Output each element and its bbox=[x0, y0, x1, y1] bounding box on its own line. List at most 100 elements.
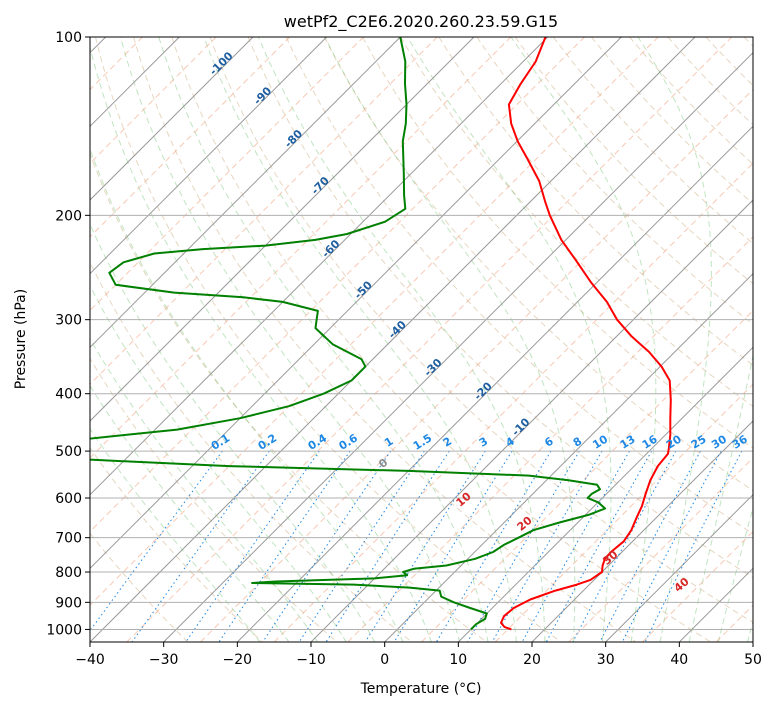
mixing-ratio-line bbox=[491, 450, 603, 642]
isotherm-guide-line bbox=[90, 37, 364, 312]
dry-adiabat-line bbox=[90, 357, 338, 642]
isotherm-line bbox=[90, 37, 475, 422]
dry-adiabat-line bbox=[552, 37, 753, 245]
moist-adiabat-line bbox=[90, 223, 376, 642]
y-tick-label: 1000 bbox=[46, 622, 82, 638]
x-axis-ticks: −40 −30 −20 −10 0 10 20 30 40 50 bbox=[75, 642, 762, 668]
y-tick-label: 400 bbox=[55, 387, 82, 403]
isotherm-line bbox=[678, 567, 753, 642]
mixing-ratio-line bbox=[621, 450, 722, 642]
isotherm-label: -70 bbox=[309, 174, 332, 197]
isotherm-line bbox=[163, 51, 753, 642]
isotherm-label: -50 bbox=[352, 278, 375, 301]
moist-adiabat-line bbox=[688, 353, 753, 642]
isotherm-guide-line bbox=[90, 37, 585, 533]
mixing-ratio-label: 30 bbox=[709, 432, 729, 451]
y-tick-label: 200 bbox=[55, 208, 82, 224]
y-tick-label: 600 bbox=[55, 491, 82, 507]
x-tick-label: 0 bbox=[380, 652, 389, 668]
mixing-ratio-label: 1.5 bbox=[411, 431, 434, 452]
mixing-ratio-label: 2 bbox=[441, 435, 454, 450]
x-axis-label: Temperature (°C) bbox=[360, 681, 482, 697]
mixing-ratio-line bbox=[599, 450, 701, 642]
mixing-ratio-label: 36 bbox=[730, 432, 750, 451]
mixing-ratio-line bbox=[545, 450, 653, 642]
moist-adiabat-line bbox=[90, 45, 432, 642]
dry-adiabat-line bbox=[90, 261, 413, 642]
temperature-profile bbox=[500, 37, 672, 631]
mixing-ratio-label: 13 bbox=[618, 433, 638, 452]
isotherm-guide-line bbox=[90, 37, 217, 164]
mixing-ratio-line bbox=[131, 450, 270, 642]
dry-adiabat-line bbox=[285, 37, 753, 535]
mixing-ratio-line bbox=[435, 450, 552, 642]
mixing-ratio-line bbox=[467, 450, 580, 642]
isotherm-guide-line bbox=[494, 383, 753, 642]
y-tick-label: 700 bbox=[55, 531, 82, 547]
mixing-ratio-label: 6 bbox=[542, 434, 556, 449]
x-tick-label: −20 bbox=[223, 652, 253, 668]
x-tick-label: −40 bbox=[75, 652, 105, 668]
dry-adiabat-line bbox=[400, 37, 753, 408]
dry-adiabat-line bbox=[90, 446, 263, 642]
isotherm-guide-line bbox=[642, 530, 753, 642]
mixing-ratio-label: 8 bbox=[571, 435, 584, 450]
isotherm-line bbox=[90, 37, 696, 642]
isotherm-guide-line bbox=[90, 37, 438, 385]
isotherm-line bbox=[457, 346, 753, 642]
mixing-ratio-lines bbox=[90, 450, 743, 642]
y-axis-ticks: 100 200 300 400 500 600 700 800 900 1000 bbox=[46, 30, 90, 638]
mixing-ratio-line bbox=[262, 450, 392, 642]
isotherm-label: -60 bbox=[319, 237, 342, 260]
isotherm-line bbox=[90, 37, 254, 201]
moist-adiabat-line bbox=[637, 37, 712, 642]
y-tick-label: 800 bbox=[55, 565, 82, 581]
isotherm-label: -30 bbox=[421, 356, 444, 379]
isotherm-label: -20 bbox=[472, 379, 495, 402]
dry-adiabat-line bbox=[362, 37, 753, 449]
isotherm-line bbox=[531, 420, 753, 642]
x-tick-label: 20 bbox=[523, 652, 541, 668]
mixing-ratio-line bbox=[218, 450, 351, 642]
dry-adiabat-line bbox=[667, 37, 753, 126]
dry-adiabat-line bbox=[705, 37, 753, 87]
dry-adiabat-line bbox=[591, 37, 753, 205]
dry-adiabat-line bbox=[95, 37, 562, 642]
isotherm-guide-line bbox=[0, 37, 69, 642]
isotherm-line bbox=[384, 272, 753, 642]
isobar-gridlines bbox=[90, 37, 753, 630]
mixing-ratio-line bbox=[644, 450, 743, 642]
isotherm-label: -80 bbox=[282, 127, 305, 150]
isotherm-line bbox=[90, 37, 622, 570]
isotherm-guide-line bbox=[90, 37, 512, 459]
dry-adiabat-line bbox=[438, 37, 753, 366]
moist-adiabat-line bbox=[158, 37, 489, 642]
isotherm-guide-line bbox=[273, 162, 753, 642]
isotherm-guide-line bbox=[347, 236, 753, 642]
y-tick-label: 300 bbox=[55, 313, 82, 329]
dry-adiabat-line bbox=[323, 37, 753, 492]
chart-title: wetPf2_C2E6.2020.260.23.59.G15 bbox=[284, 12, 558, 32]
isotherm-guide-line bbox=[715, 604, 753, 642]
x-tick-label: 10 bbox=[449, 652, 467, 668]
isotherm-line bbox=[752, 641, 753, 642]
dry-adiabat-line bbox=[247, 37, 753, 579]
y-axis-label: Pressure (hPa) bbox=[13, 289, 29, 389]
dewpoint-profile bbox=[90, 37, 607, 631]
y-tick-label: 100 bbox=[55, 30, 82, 46]
moist-adiabat-label: 40 bbox=[672, 575, 692, 595]
x-tick-label: 30 bbox=[597, 652, 615, 668]
isotherm-label: -40 bbox=[386, 318, 409, 341]
x-tick-label: −30 bbox=[149, 652, 179, 668]
sounding-series bbox=[90, 37, 672, 631]
mixing-ratio-line bbox=[364, 450, 486, 642]
isotherm-line bbox=[90, 37, 549, 496]
y-tick-label: 900 bbox=[55, 595, 82, 611]
mixing-ratio-label: 1 bbox=[382, 435, 395, 450]
moist-adiabat-line bbox=[324, 37, 576, 642]
isotherm-guide-line bbox=[421, 309, 753, 642]
isotherm-line bbox=[605, 493, 753, 642]
isotherm-line bbox=[236, 125, 753, 642]
plot-frame bbox=[89, 36, 754, 643]
